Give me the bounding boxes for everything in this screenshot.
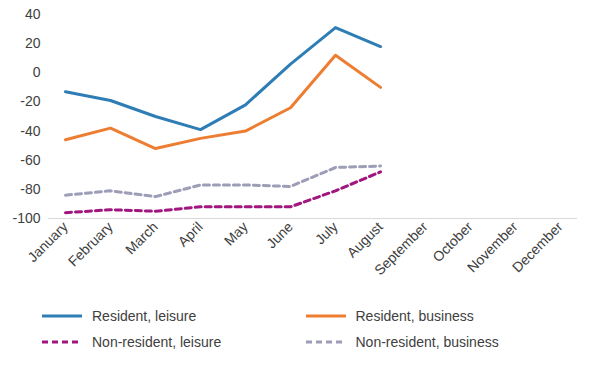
html-text:Resident, leisure: Resident, leisure (92, 308, 197, 324)
svg-text:April: April (175, 218, 206, 249)
svg-text:40: 40 (25, 6, 41, 22)
svg-text:October: October (429, 218, 476, 265)
svg-text:January: January (24, 218, 71, 265)
svg-text:June: June (263, 218, 296, 251)
svg-text:0: 0 (33, 64, 41, 80)
svg-text:November: November (463, 218, 521, 276)
svg-text:-40: -40 (20, 123, 40, 139)
html-text:Non-resident, business: Non-resident, business (355, 334, 499, 350)
svg-text:September: September (371, 218, 431, 278)
svg-text:-60: -60 (20, 152, 40, 168)
svg-text:-100: -100 (12, 210, 40, 226)
svg-text:-20: -20 (20, 93, 40, 109)
svg-text:20: 20 (25, 35, 41, 51)
svg-text:December: December (509, 218, 566, 275)
html-text:Non-resident, leisure: Non-resident, leisure (92, 334, 222, 350)
svg-text:-80: -80 (20, 181, 40, 197)
svg-text:August: August (344, 218, 386, 260)
svg-text:May: May (221, 218, 251, 248)
svg-text:February: February (65, 218, 116, 269)
html-text:Resident, business: Resident, business (355, 308, 474, 324)
svg-text:July: July (312, 218, 341, 247)
svg-text:March: March (122, 218, 161, 257)
